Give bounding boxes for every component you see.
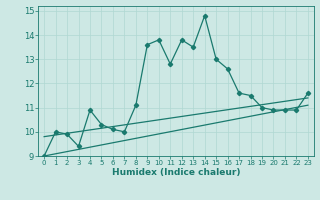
X-axis label: Humidex (Indice chaleur): Humidex (Indice chaleur) [112,168,240,177]
